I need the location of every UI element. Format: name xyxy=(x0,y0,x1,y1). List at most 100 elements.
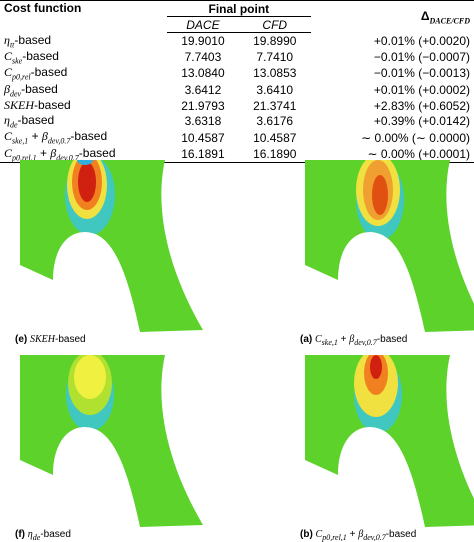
text-part: β xyxy=(50,145,57,160)
text-part: η xyxy=(4,113,10,128)
value-cell: 3.6412 xyxy=(184,82,222,97)
text-part: dev,0.7 xyxy=(354,338,377,347)
caption: (b) Cp0,rel,1 + βdev,0.7-based xyxy=(300,529,474,542)
table-row: ηde-based 3.6318 3.6176 +0.39% (+0.0142) xyxy=(0,113,474,129)
text-part: -based xyxy=(376,334,408,345)
label-cell: ηde-based xyxy=(0,113,167,129)
header-cell: Cost function xyxy=(0,0,168,33)
delta-cell: +2.83% (+0.6052) xyxy=(373,98,470,113)
value-cell: 16.1891 xyxy=(167,145,239,164)
table-row: Cp0,rel-based 13.0840 13.0853 −0.01% (−0.00… xyxy=(0,65,474,81)
text-part: -based xyxy=(55,334,86,345)
value-cell: 19.9010 xyxy=(181,33,225,48)
text-part: p0,rel,1 xyxy=(12,153,37,163)
header-cell: ΔDACE/CFD xyxy=(310,0,474,33)
text-part: -based xyxy=(22,48,59,63)
text-part: Δ xyxy=(420,8,430,23)
text-part: C xyxy=(4,65,13,80)
table-row: SKEH-based 21.9793 21.3741 +2.83% (+0.6052) xyxy=(0,98,474,113)
value-cell: 13.0853 xyxy=(253,66,297,81)
text-part: p0,rel,1 xyxy=(322,533,347,542)
text-part: dev xyxy=(9,89,22,99)
text-part: C xyxy=(4,145,13,160)
caption: (f) ηde-based xyxy=(15,529,205,542)
text-part: -based xyxy=(30,65,68,80)
header-cell: CFD xyxy=(238,16,311,33)
label-cell: SKEH-based xyxy=(0,98,167,113)
text-part: DACE/CFD xyxy=(429,15,470,25)
contour xyxy=(305,160,474,332)
label-cell: Cske,1 + βdev,0.7-based xyxy=(0,129,167,145)
value-cell: 3.6410 xyxy=(256,82,294,97)
label-cell: ηtt-based xyxy=(0,33,167,49)
figure: (e) SKEH-based xyxy=(15,160,205,345)
text-part: de xyxy=(9,120,18,130)
text-part: -based xyxy=(14,32,52,47)
contour xyxy=(20,160,203,332)
value-cell: 16.1890 xyxy=(238,145,311,164)
text-part: ske xyxy=(12,56,23,66)
text-part: + xyxy=(28,129,42,144)
figure: (a) Cske,1 + βdev,0.7-based xyxy=(300,160,474,347)
value-cell: 7.7410 xyxy=(256,50,294,65)
delta-cell: ∼ 0.00% (+0.0001) xyxy=(310,145,474,164)
text-part: C xyxy=(4,48,13,63)
value-cell: 19.8990 xyxy=(253,33,297,48)
delta-cell: ∼ 0.00% (∼ 0.0000) xyxy=(361,130,470,145)
text-part: ske,1 xyxy=(321,338,338,347)
text-part: dev,0.7 xyxy=(47,136,71,146)
caption: (e) SKEH-based xyxy=(15,334,205,345)
text-part: (b) xyxy=(300,529,316,540)
value-cell: 7.7403 xyxy=(184,50,222,65)
label-cell: Cp0,rel,1 + βdev,0.7-based xyxy=(0,145,168,164)
caption: (a) Cske,1 + βdev,0.7-based xyxy=(300,334,474,347)
text-part: SKEH xyxy=(4,98,34,113)
delta-cell: −0.01% (−0.0007) xyxy=(373,50,470,65)
text-part: + xyxy=(36,145,51,160)
text-part: dev,0.7 xyxy=(56,153,79,163)
table-row: βdev-based 3.6412 3.6410 +0.01% (+0.0002) xyxy=(0,82,474,98)
table-row: ηtt-based 19.9010 19.8990 +0.01% (+0.0020) xyxy=(0,33,474,49)
figure: (b) Cp0,rel,1 + βdev,0.7-based xyxy=(300,355,474,542)
header-cell: DACE xyxy=(167,16,239,33)
text-part: η xyxy=(27,529,33,540)
text-part: tt xyxy=(9,39,15,49)
text-part: (e) xyxy=(15,334,30,345)
label-cell: Cske-based xyxy=(0,49,167,65)
delta-cell: −0.01% (−0.0013) xyxy=(373,66,470,81)
header-cell: Final point xyxy=(167,0,311,17)
text-part: -based xyxy=(21,81,58,96)
delta-cell: +0.01% (+0.0002) xyxy=(373,82,470,97)
value-cell: 21.9793 xyxy=(181,98,225,113)
text-part: dev,0.7 xyxy=(363,533,386,542)
text-part: (f) xyxy=(15,529,28,540)
text-part: -based xyxy=(17,113,55,128)
text-part: ske,1 xyxy=(12,136,29,146)
delta-cell: +0.01% (+0.0020) xyxy=(373,33,470,48)
text-part: η xyxy=(4,32,10,47)
text-part: SKEH xyxy=(30,334,55,345)
text-part: C xyxy=(315,529,323,540)
text-part: + xyxy=(346,529,359,540)
text-part: -based xyxy=(70,129,108,144)
results-table: Cost function Final point ΔDACE/CFD DACE… xyxy=(0,0,474,164)
table-body: ηtt-based 19.9010 19.8990 +0.01% (+0.0020) C… xyxy=(0,33,474,164)
text-part: -based xyxy=(385,529,417,540)
delta-cell: +0.39% (+0.0142) xyxy=(373,114,470,129)
contour xyxy=(305,355,474,527)
text-part: -based xyxy=(40,529,71,540)
text-part: + xyxy=(337,334,350,345)
label-cell: Cp0,rel-based xyxy=(0,65,167,81)
table-row: Cske-based 7.7403 7.7410 −0.01% (−0.0007) xyxy=(0,49,474,65)
value-cell: 10.4587 xyxy=(253,130,297,145)
figure: (f) ηde-based xyxy=(15,355,205,542)
text-part: C xyxy=(315,334,322,345)
value-cell: 10.4587 xyxy=(181,130,225,145)
text-part: β xyxy=(349,334,355,345)
value-cell: 21.3741 xyxy=(253,98,297,113)
text-part: (a) xyxy=(300,334,315,345)
value-cell: 3.6318 xyxy=(184,114,222,129)
label-cell: βdev-based xyxy=(0,82,167,98)
value-cell: 13.0840 xyxy=(181,66,225,81)
